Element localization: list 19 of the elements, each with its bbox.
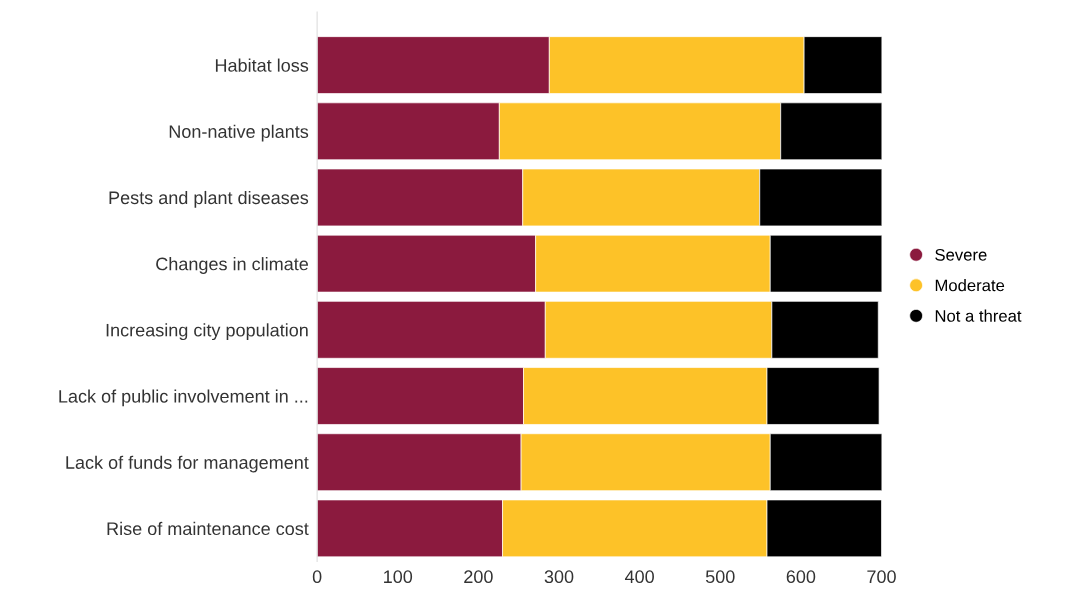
y-tick-label: Increasing city population xyxy=(106,323,308,341)
y-tick-label: Changes in climate xyxy=(156,257,308,274)
legend-label: Severe xyxy=(935,248,987,261)
y-tick-label: Pests and plant diseases xyxy=(109,190,309,208)
x-tick-label: 200 xyxy=(464,570,493,584)
x-tick-label: 300 xyxy=(544,570,574,584)
x-tick-label: 100 xyxy=(384,570,413,584)
legend-label: Moderate xyxy=(935,279,1005,292)
x-tick-label: 500 xyxy=(705,570,735,584)
x-tick-label: 700 xyxy=(867,570,896,584)
y-tick-label: Habitat loss xyxy=(215,58,309,72)
legend-label: Not a threat xyxy=(935,309,1022,322)
y-tick-label: Rise of maintenance cost xyxy=(107,521,309,536)
y-tick-label: Non-native plants xyxy=(169,124,309,142)
y-tick-label: Lack of public involvement in ... xyxy=(59,389,308,407)
x-tick-label: 600 xyxy=(786,570,816,584)
y-tick-label: Lack of funds for management xyxy=(66,455,309,473)
x-tick-label: 400 xyxy=(624,570,654,584)
x-tick-label: 0 xyxy=(312,570,322,584)
